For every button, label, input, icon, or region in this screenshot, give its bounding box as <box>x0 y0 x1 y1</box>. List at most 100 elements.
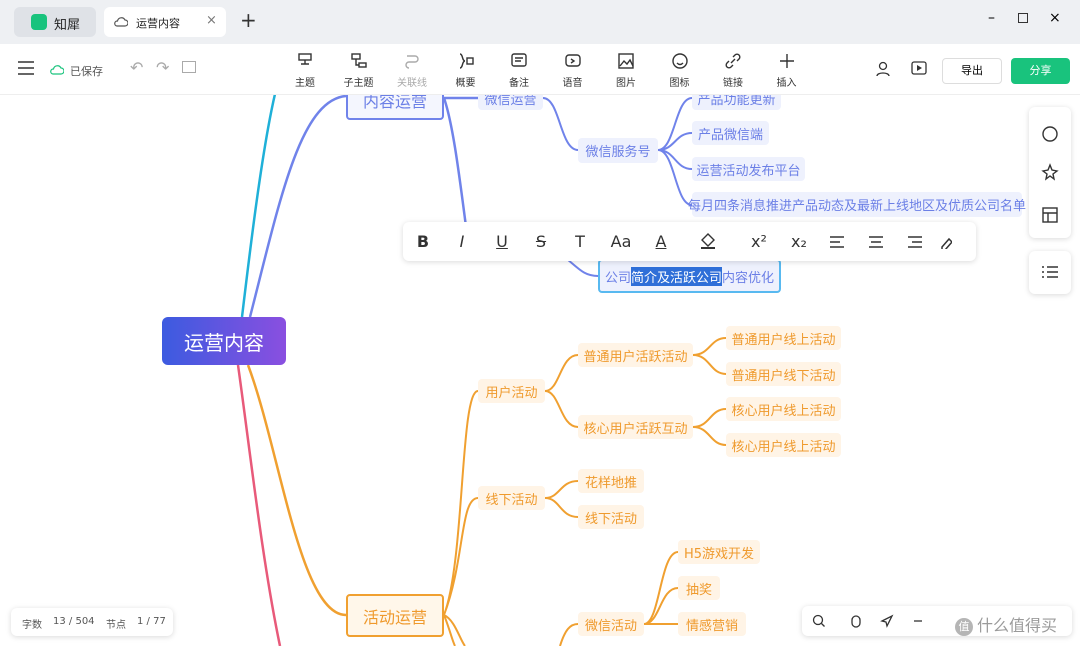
mindmap-node[interactable]: 微信服务号 <box>578 138 658 163</box>
mindmap-node[interactable]: 运营活动发布平台 <box>692 157 805 181</box>
status-bar: 字数 13 / 504 节点 1 / 77 <box>11 608 173 636</box>
export-button[interactable]: 导出 <box>942 58 1002 84</box>
tool-button[interactable]: 图标 <box>660 52 700 89</box>
cloud-icon <box>114 17 128 27</box>
mindmap-node[interactable]: 普通用户线下活动 <box>726 362 841 386</box>
mindmap-node[interactable]: 用户活动 <box>478 379 545 403</box>
tool-button[interactable]: 备注 <box>499 52 539 89</box>
format-button[interactable]: T <box>575 232 585 251</box>
new-tab[interactable]: + <box>240 8 257 32</box>
doc-tab[interactable]: 运营内容 × <box>104 7 226 37</box>
tool-icon <box>298 53 312 65</box>
title-bar: 知犀 运营内容 × + – × <box>0 0 1080 44</box>
format-painter[interactable] <box>182 61 196 73</box>
format-button[interactable]: x² <box>751 232 767 251</box>
words-count: 13 / 504 <box>53 616 95 627</box>
selected-text: 简介及活跃公司 <box>630 266 722 286</box>
root-node[interactable]: 运营内容 <box>162 317 286 365</box>
saved-icon <box>50 65 64 75</box>
mindmap-node[interactable]: 线下活动 <box>578 505 644 529</box>
mindmap-node[interactable]: 产品微信端 <box>692 121 769 145</box>
tool-button[interactable]: 插入 <box>767 52 807 89</box>
mindmap-node[interactable]: 活动运营 <box>346 594 444 637</box>
share-button[interactable]: 分享 <box>1011 58 1070 84</box>
tool-button[interactable]: 主题 <box>285 52 325 89</box>
tool-label: 概要 <box>455 78 476 89</box>
nodes-label: 节点 <box>106 620 126 631</box>
tool-icon <box>350 53 367 68</box>
minimize[interactable]: – <box>988 10 995 26</box>
tool-label: 子主题 <box>343 78 374 89</box>
tool-label: 语音 <box>562 78 583 89</box>
tool-icon <box>671 53 688 69</box>
tool-button[interactable]: 链接 <box>713 52 753 89</box>
mindmap-node[interactable]: 花样地推 <box>578 469 644 493</box>
format-button[interactable]: U <box>496 232 508 251</box>
collab-icon[interactable] <box>876 61 892 77</box>
tool-label: 关联线 <box>397 78 427 89</box>
mindmap-node[interactable]: 抽奖 <box>678 576 720 600</box>
format-toolbar <box>403 222 976 261</box>
mindmap-node[interactable]: 普通用户线上活动 <box>726 326 841 350</box>
outline-panel <box>1029 251 1071 294</box>
tool-label: 图片 <box>616 78 636 89</box>
mindmap-node[interactable]: H5游戏开发 <box>678 540 760 564</box>
tool-button[interactable]: 关联线 <box>392 52 432 89</box>
tool-label: 插入 <box>776 78 797 89</box>
outline-icon[interactable] <box>1042 266 1058 279</box>
zoom-bar <box>802 606 1072 636</box>
fill-color-button[interactable] <box>696 232 722 254</box>
node-text: 内容优化 <box>722 270 775 286</box>
tool-icon <box>779 54 794 68</box>
node-text: 公司 <box>604 270 631 286</box>
present-icon[interactable] <box>911 61 927 75</box>
mindmap-node[interactable]: 每月四条消息推进产品动态及最新上线地区及优质公司名单 <box>688 192 1026 217</box>
mindmap-node[interactable]: 微信活动 <box>578 612 644 636</box>
tool-icon <box>511 53 527 67</box>
app-logo <box>31 14 47 30</box>
words-label: 字数 <box>22 620 42 631</box>
mindmap-node[interactable]: 核心用户线上活动 <box>726 397 841 421</box>
toolbar: 已保存 ↶ ↷ 导出 分享 <box>0 44 1080 95</box>
format-button[interactable]: I <box>459 232 465 251</box>
tool-button[interactable]: 图片 <box>606 52 646 89</box>
format-button[interactable]: Aa <box>610 232 632 251</box>
format-button[interactable]: x₂ <box>791 232 807 251</box>
menu-icon[interactable] <box>18 61 34 75</box>
fill-icon <box>701 233 715 249</box>
format-button[interactable]: S <box>535 232 547 251</box>
close-window[interactable]: × <box>1049 10 1061 26</box>
mindmap-node[interactable]: 普通用户活跃活动 <box>578 343 693 367</box>
maximize[interactable] <box>1018 13 1028 23</box>
tool-button[interactable]: 子主题 <box>339 52 379 89</box>
redo[interactable]: ↷ <box>156 58 170 77</box>
format-button[interactable]: B <box>416 232 430 251</box>
selected-node[interactable]: 公司 简介及活跃公司 内容优化 <box>598 259 781 293</box>
tool-icon <box>564 54 581 67</box>
close-tab[interactable]: × <box>206 13 217 28</box>
watermark: 值什么值得买 <box>955 612 1057 636</box>
zoom-icons[interactable] <box>812 614 922 628</box>
tool-button[interactable]: 语音 <box>553 52 593 89</box>
mindmap-node[interactable]: 核心用户线上活动 <box>726 433 841 457</box>
undo[interactable]: ↶ <box>130 58 144 77</box>
app-tab[interactable]: 知犀 <box>14 7 96 37</box>
app-name: 知犀 <box>54 18 81 33</box>
align-icons <box>830 236 952 249</box>
side-icons[interactable] <box>1041 125 1059 225</box>
format-button[interactable]: A <box>655 232 667 251</box>
tool-icon <box>405 55 419 69</box>
tool-icon <box>725 53 741 69</box>
tool-icon <box>618 53 634 69</box>
mindmap-node[interactable]: 情感营销 <box>678 612 746 636</box>
mindmap-node[interactable]: 核心用户活跃互动 <box>578 415 693 439</box>
nodes-count: 1 / 77 <box>137 616 166 627</box>
tool-label: 主题 <box>295 78 315 89</box>
saved-status: 已保存 <box>70 65 103 78</box>
tab-title: 运营内容 <box>136 17 180 30</box>
tool-button[interactable]: 概要 <box>446 52 486 89</box>
side-panel <box>1029 107 1071 238</box>
mindmap-node[interactable]: 线下活动 <box>478 486 545 510</box>
